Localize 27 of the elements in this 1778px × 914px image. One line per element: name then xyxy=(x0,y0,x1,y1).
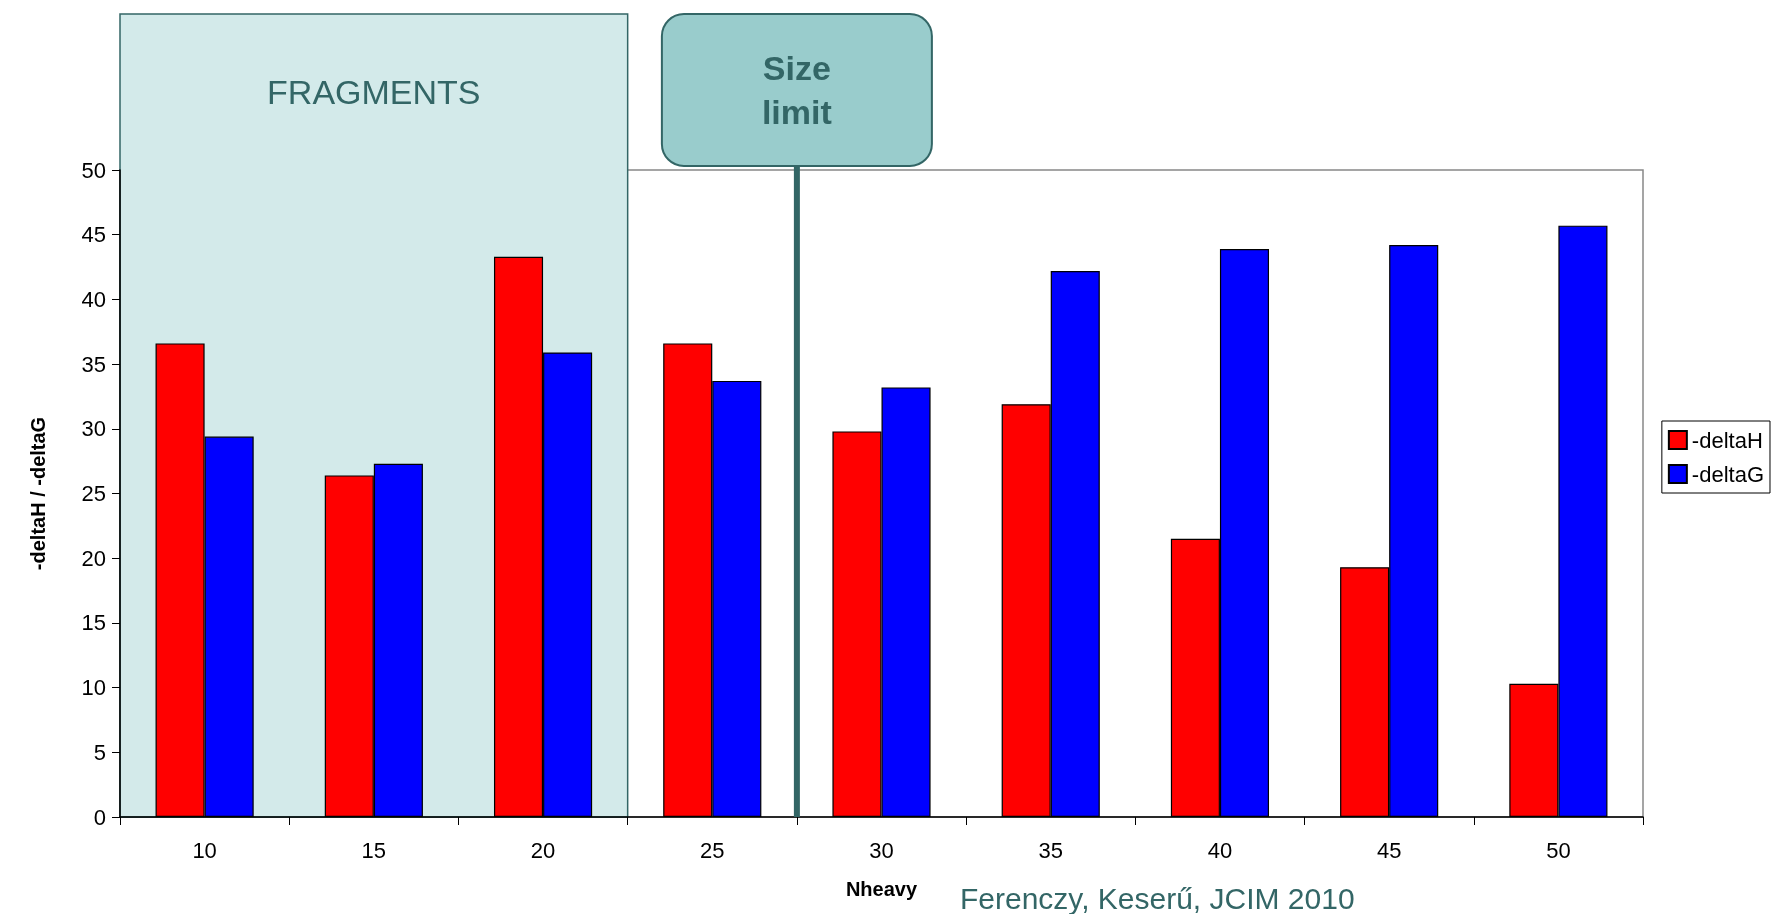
x-tick-label: 45 xyxy=(1376,837,1402,863)
y-tick-label: 25 xyxy=(81,481,106,506)
y-tick-label: 0 xyxy=(93,804,106,830)
x-tick-label: 10 xyxy=(192,837,217,863)
legend-label: -deltaG xyxy=(1691,461,1765,487)
y-tick-label: 30 xyxy=(81,416,106,442)
y-tick-label: 15 xyxy=(81,610,106,636)
x-tick-label: 35 xyxy=(1038,837,1063,863)
x-tick-label: 15 xyxy=(361,837,387,863)
y-tick-label: 20 xyxy=(81,545,106,571)
y-tick-label: 45 xyxy=(81,222,106,248)
y-tick-label: 5 xyxy=(93,739,106,765)
x-tick-label: 30 xyxy=(869,837,894,863)
text: Ferenczy, Keserű, JCIM 2010 xyxy=(960,881,1355,914)
x-tick-label: 20 xyxy=(530,837,556,863)
x-tick-label: 25 xyxy=(700,837,725,863)
x-axis-title: Nheavy xyxy=(845,878,918,900)
legend-label: -deltaH xyxy=(1691,427,1763,453)
y-tick-label: 35 xyxy=(81,351,106,377)
y-tick-label: 10 xyxy=(81,675,106,701)
ref-line-label: Size limit xyxy=(761,49,832,131)
x-tick-label: 50 xyxy=(1546,837,1571,863)
band-label: FRAGMENTS xyxy=(267,73,481,111)
y-tick-label: 40 xyxy=(81,286,106,312)
y-tick-label: 50 xyxy=(81,157,106,183)
y-axis-title: -deltaH / -deltaG xyxy=(27,416,49,571)
x-tick-label: 40 xyxy=(1207,837,1233,863)
